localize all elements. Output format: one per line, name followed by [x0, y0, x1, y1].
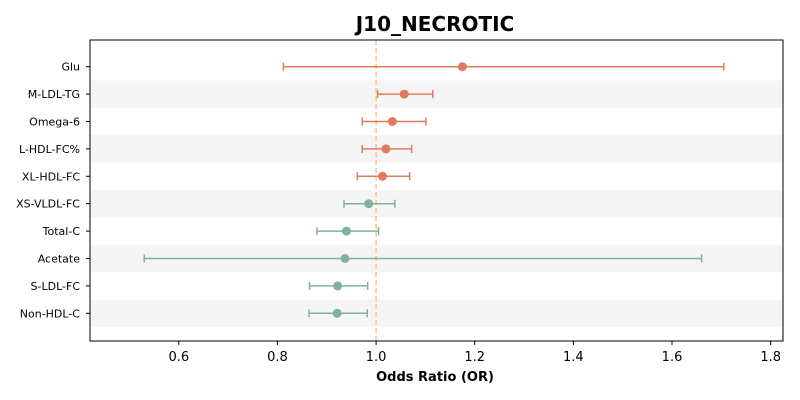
x-tick-label: 1.4	[563, 350, 584, 365]
y-tick-label: Glu	[61, 61, 80, 74]
odds-ratio-point	[387, 117, 397, 126]
odds-ratio-point	[457, 62, 467, 72]
x-axis-label: Odds Ratio (OR)	[376, 370, 494, 385]
odds-ratio-point	[364, 199, 374, 209]
x-tick-label: 1.6	[662, 350, 683, 365]
y-axis: Glu M-LDL-TG Omega-6 L-HDL-FC% XL-HDL-FC XS-V…	[16, 61, 90, 320]
odds-ratio-point	[341, 226, 351, 236]
x-tick-label: 1.2	[464, 350, 485, 365]
row-glu	[282, 62, 725, 72]
plot-frame	[89, 39, 784, 342]
row-stripe	[90, 80, 783, 108]
y-tick-label: Total-C	[42, 225, 81, 238]
y-tick-label: Acetate	[38, 253, 81, 266]
y-tick-label: L-HDL-FC%	[19, 143, 80, 156]
row-s-ldl-fc	[308, 281, 369, 291]
x-tick-label: 1.8	[760, 350, 781, 365]
odds-ratio-point	[381, 144, 391, 154]
row-omega-6	[361, 117, 427, 126]
odds-ratio-point	[340, 254, 350, 263]
y-tick-label: Omega-6	[29, 116, 80, 129]
row-stripe	[90, 135, 783, 163]
y-tick-label: S-LDL-FC	[31, 280, 81, 293]
row-stripe	[90, 299, 783, 327]
row-stripes	[90, 80, 783, 327]
odds-ratio-point	[399, 89, 409, 99]
x-axis: 0.6 0.8 1.0 1.2 1.4 1.6 1.8	[168, 341, 781, 365]
row-non-hdl-c	[308, 308, 368, 318]
odds-ratio-point	[333, 281, 343, 291]
odds-ratio-point	[332, 308, 342, 318]
y-tick-label: XS-VLDL-FC	[16, 198, 80, 211]
row-m-ldl-tg	[376, 89, 434, 99]
row-total-c	[316, 226, 380, 236]
row-xl-hdl-fc	[356, 171, 411, 181]
row-stripe	[90, 190, 783, 218]
row-l-hdl-fc-	[361, 144, 413, 154]
row-acetate	[143, 254, 703, 263]
y-tick-label: Non-HDL-C	[20, 307, 81, 320]
y-tick-label: XL-HDL-FC	[22, 170, 80, 183]
odds-ratio-point	[377, 171, 387, 181]
row-xs-vldl-fc	[343, 199, 396, 209]
x-tick-label: 1.0	[366, 350, 387, 365]
data-rows	[143, 62, 725, 318]
y-tick-label: M-LDL-TG	[28, 88, 80, 101]
chart-title: J10_NECROTIC	[354, 12, 515, 36]
x-tick-label: 0.6	[168, 350, 189, 365]
x-tick-label: 0.8	[267, 350, 288, 365]
